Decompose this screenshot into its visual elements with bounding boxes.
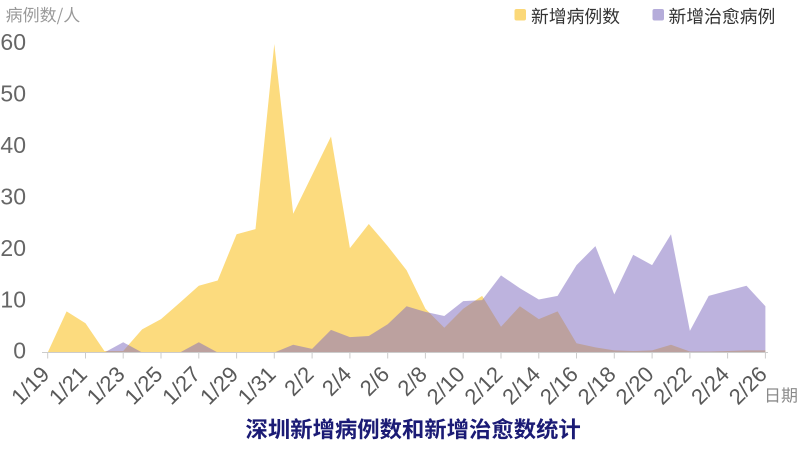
- svg-text:60: 60: [0, 29, 26, 55]
- svg-text:30: 30: [0, 183, 26, 209]
- svg-text:50: 50: [0, 81, 26, 107]
- svg-text:0: 0: [13, 338, 26, 364]
- svg-text:10: 10: [0, 286, 26, 312]
- svg-text:20: 20: [0, 235, 26, 261]
- svg-text:40: 40: [0, 132, 26, 158]
